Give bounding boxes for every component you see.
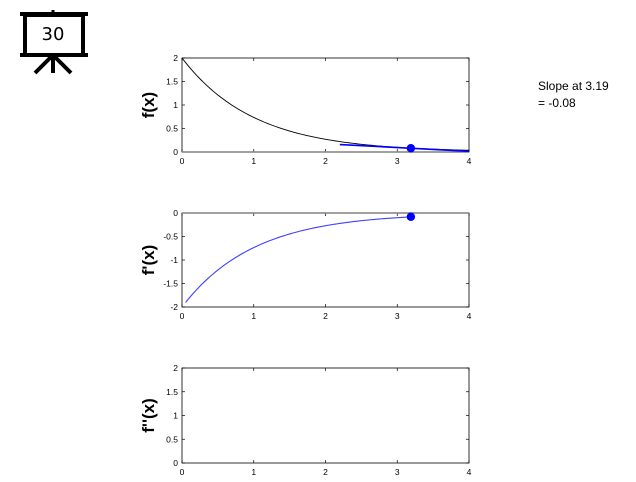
tangent-line [339, 143, 470, 153]
x-tick-label: 1 [251, 311, 256, 321]
y-tick-label: 0 [173, 458, 178, 468]
subplot-2: 0 1 2 3 4 0 -0.5 -1 -1.5 -2 f'(x) [139, 208, 472, 321]
x-tick-label: 0 [180, 311, 185, 321]
x-tick-label: 1 [251, 467, 256, 477]
x-tick-label: 4 [467, 311, 472, 321]
x-tick-label: 4 [467, 156, 472, 166]
y-axis-label: f(x) [139, 92, 158, 118]
y-tick-label: -0.5 [163, 232, 178, 242]
x-tick-label: 2 [323, 467, 328, 477]
x-tick-label: 3 [395, 467, 400, 477]
x-tick-label: 1 [251, 156, 256, 166]
x-tick-label: 2 [323, 311, 328, 321]
function-curve [181, 57, 470, 151]
x-tick-label: 3 [395, 156, 400, 166]
derivative-curve [185, 216, 411, 303]
subplot-1: 0 1 2 3 4 0 0.5 1 1.5 2 f(x) [139, 53, 472, 166]
slope-annotation-line1: Slope at 3.19 [538, 79, 609, 93]
presenter-number: 30 [42, 24, 65, 45]
plot-frame [181, 367, 470, 464]
y-axis-label: f''(x) [139, 398, 158, 433]
x-tick-label: 3 [395, 311, 400, 321]
y-tick-label: 2 [173, 363, 178, 373]
x-tick-label: 0 [180, 467, 185, 477]
x-tick-label: 2 [323, 156, 328, 166]
y-tick-label: 1 [173, 100, 178, 110]
slope-annotation-line2: = -0.08 [538, 96, 576, 110]
y-tick-label: -1 [170, 255, 178, 265]
subplot-3: 0 1 2 3 4 0 0.5 1 1.5 2 f''(x) [139, 363, 472, 477]
y-tick-label: 1.5 [166, 387, 178, 397]
plot-frame [181, 212, 470, 308]
x-tick-label: 4 [467, 467, 472, 477]
y-tick-label: 0.5 [166, 434, 178, 444]
y-tick-label: 0.5 [166, 124, 178, 134]
y-tick-label: 1.5 [166, 77, 178, 87]
point-marker [406, 144, 416, 153]
y-tick-label: -1.5 [163, 279, 178, 289]
y-tick-label: 1 [173, 411, 178, 421]
y-tick-label: 0 [173, 147, 178, 157]
y-tick-label: 2 [173, 53, 178, 63]
y-tick-label: -2 [170, 302, 178, 312]
x-tick-label: 0 [180, 156, 185, 166]
subplot-stack: 0 1 2 3 4 0 0.5 1 1.5 2 f(x) 0 1 2 3 4 0 -0.5 -1 -1.5 -2 f'(x… [139, 53, 472, 477]
y-tick-label: 0 [173, 208, 178, 218]
slope-annotation: Slope at 3.19 = -0.08 [538, 78, 609, 112]
y-axis-label: f'(x) [139, 245, 158, 275]
point-marker [406, 212, 416, 221]
presentation-board-icon[interactable]: 30 [20, 10, 88, 75]
plot-frame [181, 57, 470, 153]
